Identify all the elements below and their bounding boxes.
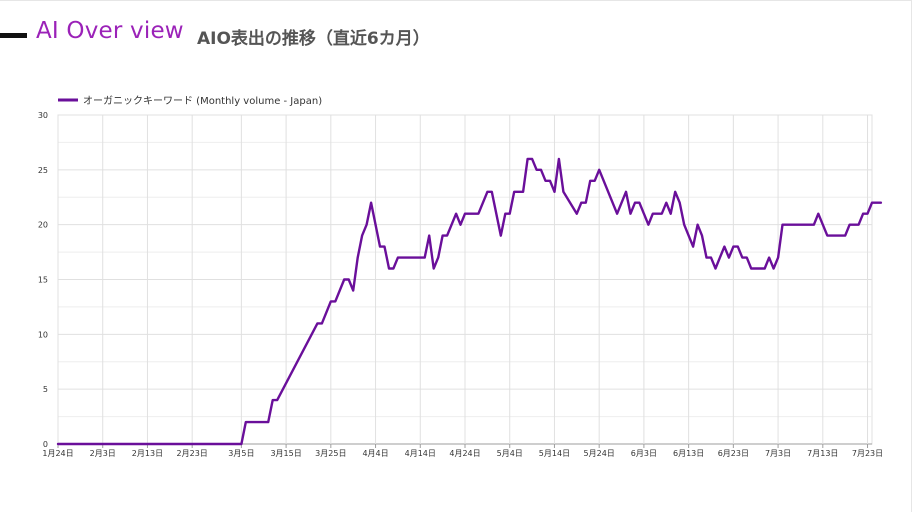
y-tick-label: 0 xyxy=(43,440,48,449)
legend-label: オーガニックキーワード (Monthly volume - Japan) xyxy=(83,95,322,107)
x-tick-label: 6月3日 xyxy=(631,449,657,458)
accent-bar xyxy=(0,33,27,38)
x-tick-label: 5月14日 xyxy=(539,449,570,458)
x-tick-label: 3月5日 xyxy=(228,449,254,458)
x-tick-label: 1月24日 xyxy=(42,449,73,458)
x-tick-label: 6月13日 xyxy=(673,449,704,458)
chart-grid xyxy=(57,114,873,448)
x-axis-ticks: 1月24日 2月3日 2月13日 2月23日 3月5日 3月15日 3月25日 4月4日 4月1… xyxy=(42,449,883,458)
y-tick-label: 20 xyxy=(38,221,48,230)
x-tick-label: 6月23日 xyxy=(718,449,749,458)
page-title: AI Over view xyxy=(36,18,184,44)
page-subtitle: AIO表出の推移（直近6カ月） xyxy=(197,29,430,49)
y-tick-label: 10 xyxy=(38,330,48,339)
top-border xyxy=(0,0,912,1)
y-tick-label: 5 xyxy=(43,385,48,394)
y-tick-label: 15 xyxy=(38,276,48,285)
y-axis-ticks: 0 5 10 15 20 25 30 xyxy=(38,111,48,449)
x-tick-label: 3月15日 xyxy=(270,449,301,458)
x-tick-label: 2月23日 xyxy=(177,449,208,458)
y-tick-label: 30 xyxy=(38,111,48,120)
x-tick-label: 4月14日 xyxy=(405,449,436,458)
chart-series xyxy=(56,157,883,446)
x-tick-label: 4月4日 xyxy=(362,449,388,458)
chart-legend[interactable]: オーガニックキーワード (Monthly volume - Japan) xyxy=(58,95,322,107)
x-tick-label: 5月24日 xyxy=(584,449,615,458)
x-tick-label: 7月23日 xyxy=(852,449,883,458)
x-tick-label: 7月13日 xyxy=(807,449,838,458)
x-tick-label: 2月3日 xyxy=(90,449,116,458)
x-tick-label: 4月24日 xyxy=(449,449,480,458)
x-tick-label: 5月4日 xyxy=(497,449,523,458)
x-tick-label: 2月13日 xyxy=(132,449,163,458)
x-tick-label: 3月25日 xyxy=(315,449,346,458)
series-line xyxy=(56,157,883,446)
y-tick-label: 25 xyxy=(38,166,48,175)
x-tick-label: 7月3日 xyxy=(765,449,791,458)
